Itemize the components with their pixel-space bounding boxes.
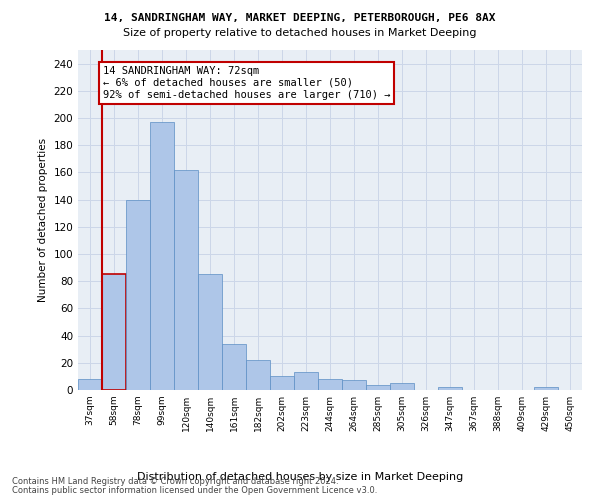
- Bar: [366, 384, 390, 390]
- Y-axis label: Number of detached properties: Number of detached properties: [38, 138, 48, 302]
- Text: 14 SANDRINGHAM WAY: 72sqm
← 6% of detached houses are smaller (50)
92% of semi-d: 14 SANDRINGHAM WAY: 72sqm ← 6% of detach…: [103, 66, 390, 100]
- Bar: [342, 380, 366, 390]
- Bar: [78, 379, 102, 390]
- Text: Contains public sector information licensed under the Open Government Licence v3: Contains public sector information licen…: [12, 486, 377, 495]
- Bar: [174, 170, 198, 390]
- Bar: [222, 344, 246, 390]
- Bar: [198, 274, 222, 390]
- Bar: [102, 274, 126, 390]
- Bar: [294, 372, 318, 390]
- Text: Contains HM Land Registry data © Crown copyright and database right 2024.: Contains HM Land Registry data © Crown c…: [12, 477, 338, 486]
- Bar: [534, 388, 558, 390]
- Bar: [438, 388, 462, 390]
- Bar: [246, 360, 270, 390]
- Bar: [390, 383, 414, 390]
- Text: Size of property relative to detached houses in Market Deeping: Size of property relative to detached ho…: [123, 28, 477, 38]
- Text: Distribution of detached houses by size in Market Deeping: Distribution of detached houses by size …: [137, 472, 463, 482]
- Bar: [270, 376, 294, 390]
- Text: 14, SANDRINGHAM WAY, MARKET DEEPING, PETERBOROUGH, PE6 8AX: 14, SANDRINGHAM WAY, MARKET DEEPING, PET…: [104, 12, 496, 22]
- Bar: [150, 122, 174, 390]
- Bar: [126, 200, 150, 390]
- Bar: [318, 379, 342, 390]
